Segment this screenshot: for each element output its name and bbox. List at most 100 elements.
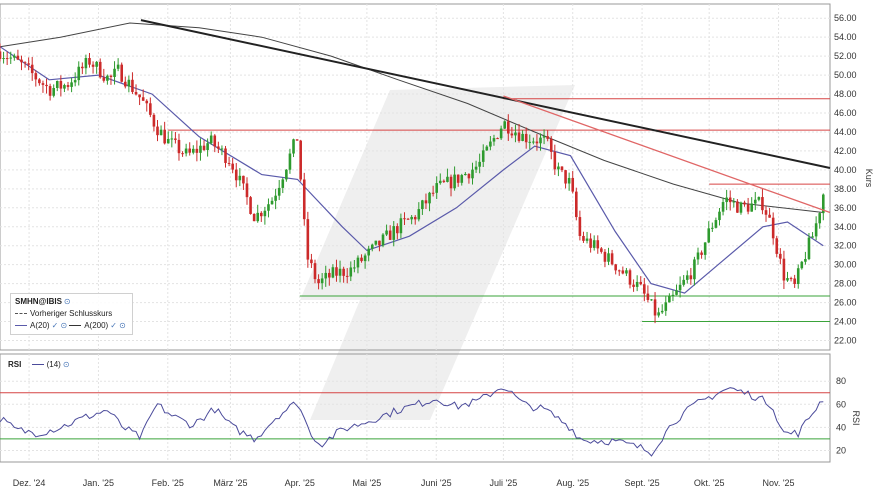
candle-body: [446, 176, 449, 182]
rsi-tick-label: 80: [836, 376, 846, 386]
candle-body: [70, 82, 73, 87]
candle-body: [614, 264, 617, 271]
candle-body: [464, 173, 467, 176]
price-tick-label: 38.00: [834, 184, 857, 194]
candle-body: [66, 85, 70, 87]
candle-body: [224, 148, 227, 163]
candle-body: [807, 237, 811, 260]
candle-body: [34, 73, 38, 80]
candle-body: [16, 55, 20, 60]
candle-body: [195, 148, 199, 153]
candle-body: [743, 202, 746, 205]
candle-body: [378, 240, 381, 246]
candle-body: [696, 252, 700, 260]
price-tick-label: 42.00: [834, 146, 857, 156]
candle-body: [30, 64, 34, 74]
candle-body: [761, 197, 764, 211]
candle-body: [5, 58, 9, 60]
candle-body: [102, 77, 106, 81]
candle-body: [532, 141, 535, 143]
candle-body: [95, 61, 98, 67]
candle-body: [506, 121, 510, 134]
candle-body: [360, 257, 363, 262]
candle-body: [27, 63, 30, 65]
candle-body: [728, 197, 732, 203]
candle-body: [617, 270, 621, 272]
candle-body: [109, 75, 113, 78]
candle-body: [41, 83, 45, 85]
candle-body: [800, 261, 804, 269]
candle-body: [703, 242, 707, 255]
candle-body: [281, 179, 285, 188]
candle-body: [131, 79, 134, 92]
candle-body: [106, 75, 109, 81]
candle-body: [73, 80, 77, 83]
candle-body: [646, 293, 650, 300]
candle-body: [174, 138, 177, 140]
legend-prev-close: Vorheriger Schlusskurs: [15, 308, 128, 320]
candle-body: [589, 238, 592, 248]
candle-body: [274, 195, 277, 201]
candle-body: [403, 218, 406, 220]
price-tick-label: 34.00: [834, 222, 857, 232]
rsi-series-name: (14): [46, 360, 61, 369]
candle-body: [77, 66, 81, 81]
candle-body: [610, 253, 614, 265]
candle-body: [517, 132, 521, 141]
candle-body: [288, 153, 292, 170]
candle-body: [48, 86, 52, 96]
candle-body: [184, 148, 188, 154]
candle-body: [435, 183, 439, 193]
candle-body: [177, 139, 181, 154]
candle-body: [753, 199, 757, 204]
candle-body: [209, 135, 213, 144]
candle-body: [535, 141, 539, 144]
candle-body: [324, 272, 328, 279]
candle-body: [331, 267, 335, 278]
candle-body: [449, 176, 453, 189]
candle-body: [413, 216, 417, 220]
candle-body: [600, 248, 603, 252]
price-y-axis: 22.00 24.00 26.00 28.00 30.00 32.00 34.00 36.00…: [834, 13, 874, 345]
rsi-levels: [0, 392, 830, 440]
candle-body: [159, 129, 163, 136]
candle-body: [786, 278, 789, 281]
candle-body: [549, 138, 553, 152]
rsi-grid: [0, 353, 831, 463]
candle-body: [170, 138, 174, 140]
candle-body: [2, 58, 5, 60]
candle-body: [81, 66, 84, 69]
trendlines: [140, 19, 831, 214]
x-tick-label: Nov. '25: [763, 478, 795, 488]
price-tick-label: 46.00: [834, 108, 857, 118]
candle-body: [438, 180, 442, 184]
candle-body: [156, 126, 159, 136]
candle-body: [217, 146, 220, 149]
x-tick-label: Okt. '25: [694, 478, 725, 488]
candle-body: [206, 143, 209, 150]
candle-body: [456, 174, 460, 183]
price-tick-label: 30.00: [834, 260, 857, 270]
candle-body: [313, 263, 317, 280]
x-tick-label: Dez. '24: [13, 478, 46, 488]
candle-body: [149, 103, 152, 115]
x-axis: Dez. '24 Jan. '25 Feb. '25 März '25 Apr. '25…: [13, 478, 795, 488]
candle-body: [45, 84, 48, 87]
candle-body: [227, 162, 231, 164]
candle-body: [13, 55, 16, 58]
candle-body: [113, 68, 116, 78]
candle-body: [98, 61, 102, 78]
candle-body: [725, 197, 728, 203]
candle-body: [632, 284, 635, 287]
rsi-legend: RSI (14) ⊙: [8, 360, 70, 369]
price-tick-label: 44.00: [834, 127, 857, 137]
candle-body: [557, 166, 560, 170]
candle-body: [23, 62, 27, 64]
price-tick-label: 26.00: [834, 298, 857, 308]
candle-body: [116, 64, 120, 69]
candle-body: [38, 79, 41, 84]
candle-body: [811, 236, 814, 238]
candle-body: [693, 259, 696, 280]
candle-body: [571, 177, 575, 192]
candle-body: [650, 299, 653, 301]
